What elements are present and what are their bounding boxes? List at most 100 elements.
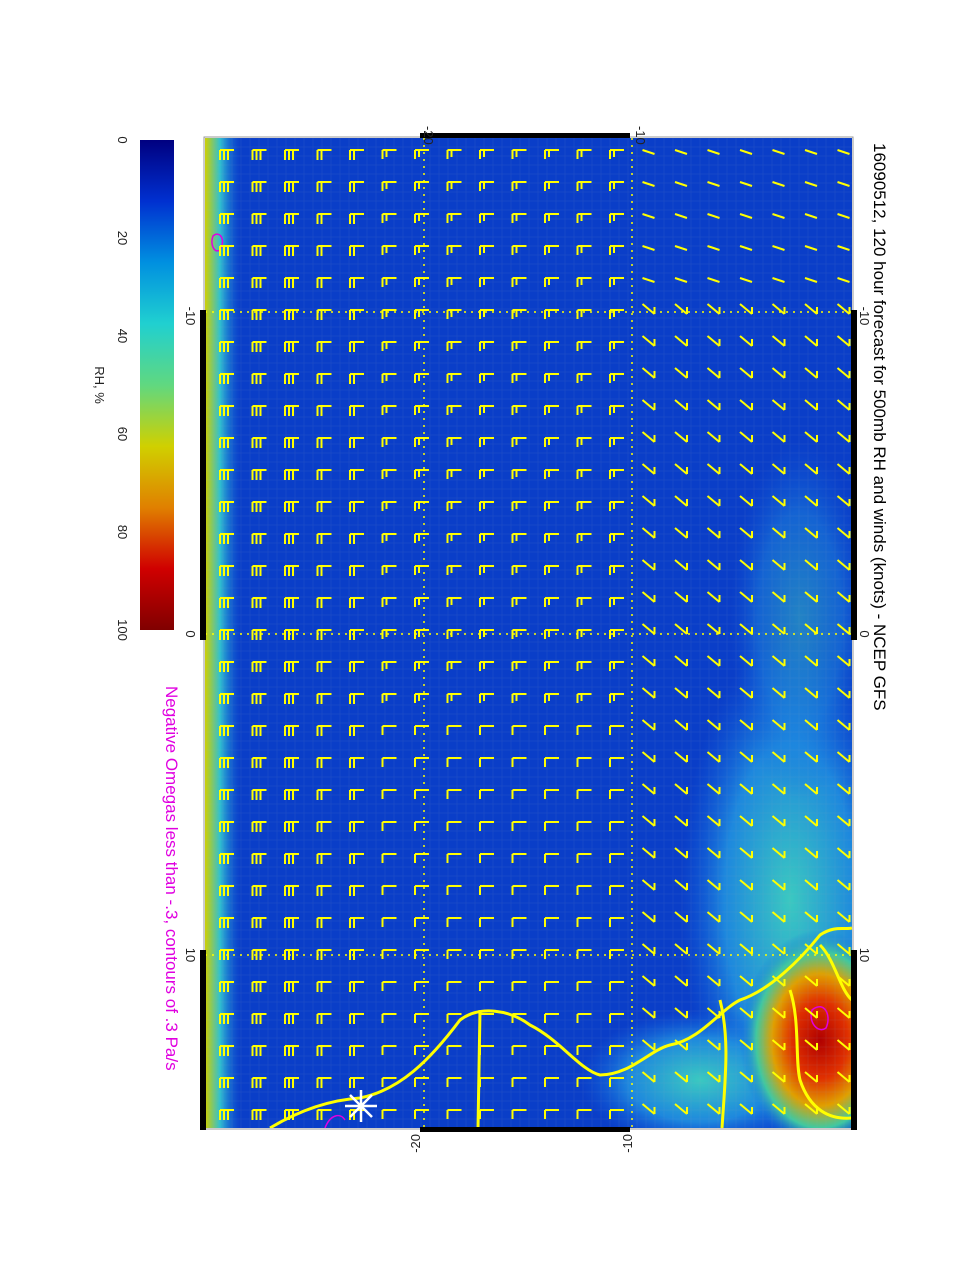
wind-barb (446, 853, 462, 863)
wind-barb (674, 783, 688, 795)
wind-barb (836, 719, 851, 731)
wind-barb (641, 719, 656, 731)
wind-barb (251, 661, 267, 672)
wind-barb (576, 853, 592, 863)
wind-barb (771, 975, 786, 987)
wind-barb (609, 1013, 624, 1023)
wind-barb (284, 1077, 299, 1088)
wind-barb (511, 501, 527, 511)
wind-barb (609, 341, 624, 351)
wind-barb (284, 789, 299, 800)
wind-barb (576, 1013, 592, 1023)
wind-barb (771, 783, 786, 795)
wind-barb (804, 213, 818, 219)
wind-barb (316, 789, 332, 800)
wind-barb (479, 949, 494, 959)
wind-barb (739, 213, 753, 219)
colorbar-tick-label: 20 (115, 231, 130, 245)
wind-barb (251, 533, 267, 544)
wind-barb (544, 373, 559, 383)
wind-barb (414, 661, 429, 671)
wind-barb (219, 725, 234, 736)
wind-barb (739, 495, 753, 507)
wind-barb (316, 501, 332, 512)
wind-barb (414, 469, 429, 479)
wind-barb (219, 1045, 234, 1056)
wind-barb (642, 277, 655, 283)
wind-barb (511, 725, 527, 735)
wind-barb (837, 277, 850, 283)
wind-barb (219, 853, 234, 864)
wind-barb (836, 303, 851, 315)
wind-barb (836, 751, 851, 763)
wind-barb (349, 373, 364, 384)
wind-barb (511, 949, 527, 959)
left-tick-label: -10 (183, 307, 198, 326)
wind-barb (836, 527, 851, 539)
wind-barb (609, 789, 624, 799)
wind-barb (349, 693, 364, 704)
wind-barb (316, 949, 332, 960)
wind-barb (381, 661, 397, 671)
wind-barb (544, 533, 559, 543)
wind-barb (381, 213, 397, 223)
axis-labels: -20 -10 -20 -10 -10 0 10 -10 0 10 (183, 126, 872, 1153)
wind-barb (381, 1045, 397, 1055)
wind-barb (349, 789, 364, 800)
wind-barb (544, 565, 559, 575)
wind-barb (707, 149, 720, 155)
wind-barb (414, 309, 429, 319)
wind-barb (479, 693, 494, 703)
wind-barb (251, 501, 267, 512)
wind-barb (772, 277, 785, 283)
wind-barb (219, 501, 234, 512)
wind-barb (804, 181, 818, 187)
wind-barb (251, 245, 267, 256)
wind-barb (381, 853, 397, 863)
wind-barb (836, 1071, 851, 1083)
wind-barb (316, 1013, 332, 1024)
wind-barb (706, 1071, 721, 1083)
wind-barb (316, 469, 332, 480)
wind-barb (381, 405, 397, 415)
wind-barb (836, 783, 851, 795)
wind-barb (511, 245, 527, 255)
wind-barb (349, 981, 364, 992)
wind-barb (772, 149, 785, 155)
wind-barb (804, 463, 818, 475)
wind-barb (674, 1103, 688, 1115)
wind-barb (414, 1013, 429, 1023)
wind-barb (479, 1013, 494, 1023)
wind-barb (284, 661, 299, 672)
wind-barb (349, 437, 364, 448)
wind-barb (739, 335, 753, 347)
colorbar-tick-label: 100 (115, 619, 130, 641)
coastline (269, 926, 852, 1128)
wind-barb (674, 495, 688, 507)
wind-barb (479, 917, 494, 927)
wind-barb (284, 277, 299, 288)
wind-barb (771, 463, 786, 475)
wind-barb (706, 495, 721, 507)
wind-barb (804, 975, 818, 987)
wind-barb (674, 245, 688, 251)
wind-barb (706, 303, 721, 315)
wind-barb (641, 687, 656, 699)
wind-barb (641, 1039, 656, 1051)
wind-barb (771, 495, 786, 507)
wind-barb (251, 693, 267, 704)
wind-barb (609, 725, 624, 735)
wind-barb (381, 437, 397, 447)
wind-barb (641, 975, 656, 987)
storm-marker-icon (345, 1090, 377, 1122)
wind-barb (771, 591, 786, 603)
wind-barb (316, 853, 332, 864)
wind-barb (544, 661, 559, 671)
wind-barb (836, 399, 851, 411)
wind-barb (836, 463, 851, 475)
wind-barb (414, 725, 429, 735)
wind-barb (251, 213, 267, 224)
wind-barb (804, 911, 818, 923)
wind-barb (706, 1007, 721, 1019)
wind-barb (706, 591, 721, 603)
